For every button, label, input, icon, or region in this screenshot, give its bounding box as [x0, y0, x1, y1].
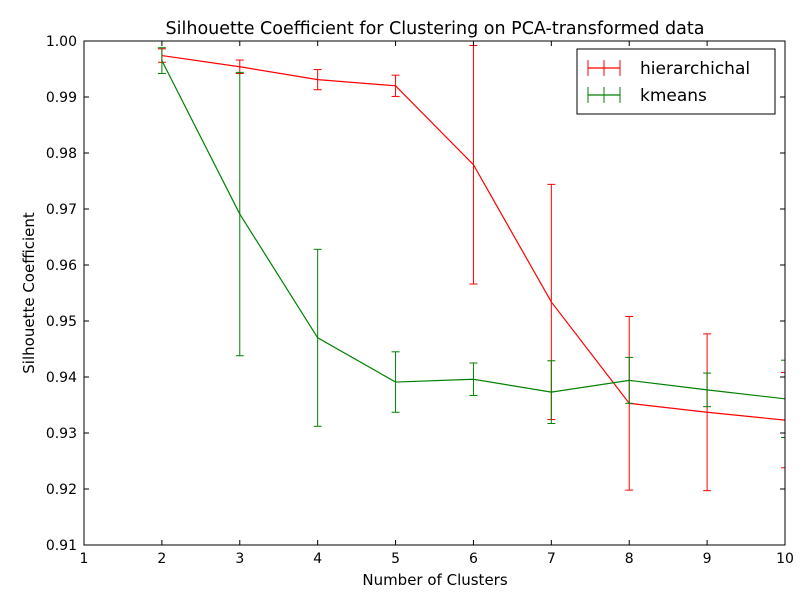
x-axis-label: Number of Clusters — [362, 571, 507, 589]
y-tick-label: 0.94 — [46, 370, 77, 386]
y-axis-label: Silhouette Coefficient — [20, 212, 38, 374]
error-bar — [235, 71, 244, 357]
x-tick-label: 10 — [776, 551, 794, 567]
x-tick-label: 8 — [625, 551, 634, 567]
y-tick-label: 0.99 — [46, 90, 77, 106]
y-tick-label: 0.93 — [46, 426, 77, 442]
x-tick-label: 5 — [391, 551, 400, 567]
plot-area — [157, 44, 785, 492]
error-bar — [547, 360, 556, 424]
series-hierarchichal — [157, 44, 785, 492]
legend: hierarchichal kmeans — [576, 48, 776, 115]
error-bar — [703, 372, 712, 408]
y-tick-label: 0.97 — [46, 202, 77, 218]
x-tick-label: 9 — [703, 551, 712, 567]
y-tick-label: 0.91 — [46, 538, 77, 554]
plot-frame — [83, 40, 786, 546]
error-bar — [313, 248, 322, 427]
error-bar — [625, 356, 634, 404]
error-bar — [781, 359, 785, 438]
y-tick-label: 0.98 — [46, 146, 77, 162]
legend-label: kmeans — [640, 86, 707, 106]
x-tick-label: 6 — [469, 551, 478, 567]
error-bar — [313, 69, 322, 91]
x-tick-label: 2 — [157, 551, 166, 567]
error-bar — [157, 47, 166, 74]
error-bar — [703, 333, 712, 492]
error-bar — [469, 362, 478, 396]
error-bar — [781, 372, 785, 469]
y-tick-label: 0.95 — [46, 314, 77, 330]
series-kmeans — [157, 47, 785, 438]
x-tick-label: 7 — [547, 551, 556, 567]
y-tick-label: 0.92 — [46, 482, 77, 498]
axes: 1 2 3 4 5 6 7 8 9 10 0.91 0.92 0.93 0.94 0.95 0.96 0.97 0… — [46, 34, 794, 567]
legend-label: hierarchichal — [640, 59, 750, 79]
x-tick-label: 4 — [313, 551, 322, 567]
y-tick-label: 1.00 — [46, 34, 77, 50]
legend-box — [576, 48, 776, 115]
chart-title: Silhouette Coefficient for Clustering on… — [166, 19, 705, 39]
y-tick-label: 0.96 — [46, 258, 77, 274]
legend-item-hierarchichal: hierarchichal — [587, 59, 750, 79]
x-tick-label: 1 — [80, 551, 89, 567]
error-bar — [391, 351, 400, 413]
x-tick-label: 3 — [235, 551, 244, 567]
error-bar — [391, 74, 400, 97]
legend-item-kmeans: kmeans — [587, 86, 707, 106]
